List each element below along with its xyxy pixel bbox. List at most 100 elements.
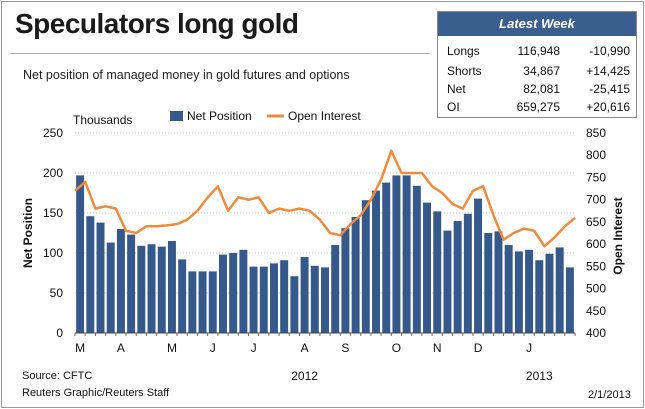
bar (423, 202, 432, 333)
bar (137, 245, 146, 333)
y-tick-label: 50 (50, 286, 64, 300)
y2-tick-label: 650 (586, 215, 606, 229)
row-label: OI (447, 100, 460, 114)
bar (341, 228, 350, 333)
bar (229, 253, 238, 333)
x-month-label: J (526, 341, 532, 355)
bar (321, 267, 329, 333)
bar (361, 200, 370, 333)
row-label: Net (447, 82, 466, 96)
y-tick-label: 200 (43, 166, 63, 180)
latest-week-row-longs: Longs 116,948 -10,990 (438, 44, 636, 63)
row-value: 34,867 (523, 64, 560, 78)
date-note: 2/1/2013 (588, 389, 631, 401)
bar (106, 242, 115, 333)
y2-tick-label: 600 (586, 237, 606, 251)
bar (504, 245, 513, 333)
bar (239, 249, 248, 333)
row-change: +14,425 (586, 64, 630, 78)
bar (249, 266, 258, 333)
x-month-label: J (210, 341, 216, 355)
source-note: Source: CFTC (22, 370, 93, 382)
bar (96, 222, 105, 333)
x-month-label: O (392, 341, 401, 355)
bar (116, 229, 125, 333)
x-month-label: A (301, 341, 309, 355)
x-month-label: D (474, 341, 483, 355)
bar (188, 271, 197, 333)
bar (443, 230, 452, 333)
bar (351, 217, 360, 333)
row-label: Shorts (447, 64, 482, 78)
bar (402, 175, 411, 333)
x-year-label: 2013 (526, 369, 553, 383)
row-label: Longs (447, 44, 480, 58)
chart-title: Speculators long gold (15, 8, 299, 39)
bar (474, 198, 483, 333)
bar (86, 216, 95, 333)
bar (412, 185, 421, 333)
bar (545, 253, 554, 333)
y-tick-label: 150 (43, 206, 63, 220)
bar (178, 259, 187, 333)
bar (535, 260, 544, 333)
latest-week-row-oi: OI 659,275 +20,616 (438, 100, 636, 119)
y-tick-label: 100 (43, 246, 63, 260)
bar (270, 263, 278, 333)
bar (555, 247, 564, 333)
y2-tick-label: 400 (586, 326, 606, 340)
row-value: 659,275 (516, 100, 560, 114)
bar (218, 254, 227, 333)
open-interest-line (74, 149, 576, 248)
bar (372, 190, 380, 333)
bar (127, 234, 136, 333)
bar (382, 182, 391, 333)
bar (484, 233, 493, 333)
row-change: -10,990 (589, 44, 630, 58)
x-month-label: N (433, 341, 442, 355)
chart-subtitle: Net position of managed money in gold fu… (23, 68, 350, 82)
y2-tick-label: 700 (586, 193, 606, 207)
y2-tick-label: 750 (586, 170, 606, 184)
latest-week-panel: Latest Week Longs 116,948 -10,990 Shorts… (437, 11, 637, 118)
y2-tick-label: 500 (586, 282, 606, 296)
y-tick-label: 250 (43, 126, 63, 140)
x-month-label: M (75, 341, 85, 355)
bar (565, 267, 574, 333)
bar (525, 249, 534, 333)
bar (310, 265, 319, 333)
bar (494, 231, 503, 333)
title-rule (10, 53, 430, 54)
bar (514, 251, 523, 333)
bar-series-layer (76, 175, 574, 333)
bar (453, 221, 462, 333)
y2-tick-label: 800 (586, 148, 606, 162)
bar (167, 241, 176, 333)
y2-tick-label: 550 (586, 259, 606, 273)
legend-label-open-interest: Open Interest (288, 109, 361, 123)
x-month-label: J (251, 341, 257, 355)
bar (208, 271, 217, 333)
y2-tick-label: 450 (586, 304, 606, 318)
row-change: -25,415 (589, 82, 630, 96)
bar (300, 257, 309, 333)
bar (433, 211, 442, 333)
y2-axis-title: Open Interest (611, 197, 625, 274)
legend-label-net-position: Net Position (187, 109, 252, 123)
x-month-label: A (117, 341, 125, 355)
row-value: 82,081 (523, 82, 560, 96)
bar (392, 175, 401, 333)
legend-swatch-net-position (170, 111, 183, 121)
y-tick-label: 0 (56, 326, 63, 340)
axis-layer: 0 50 100 150 200 250 400 450 500 550 600 650 700 750 8… (21, 113, 625, 383)
latest-week-row-net: Net 82,081 -25,415 (438, 82, 636, 101)
bar (76, 175, 85, 333)
line-series-layer (74, 149, 576, 248)
row-change: +20,616 (586, 100, 630, 114)
bar (198, 271, 207, 333)
x-year-label: 2012 (291, 369, 318, 383)
x-month-label: M (167, 341, 177, 355)
units-label: Thousands (73, 113, 132, 127)
